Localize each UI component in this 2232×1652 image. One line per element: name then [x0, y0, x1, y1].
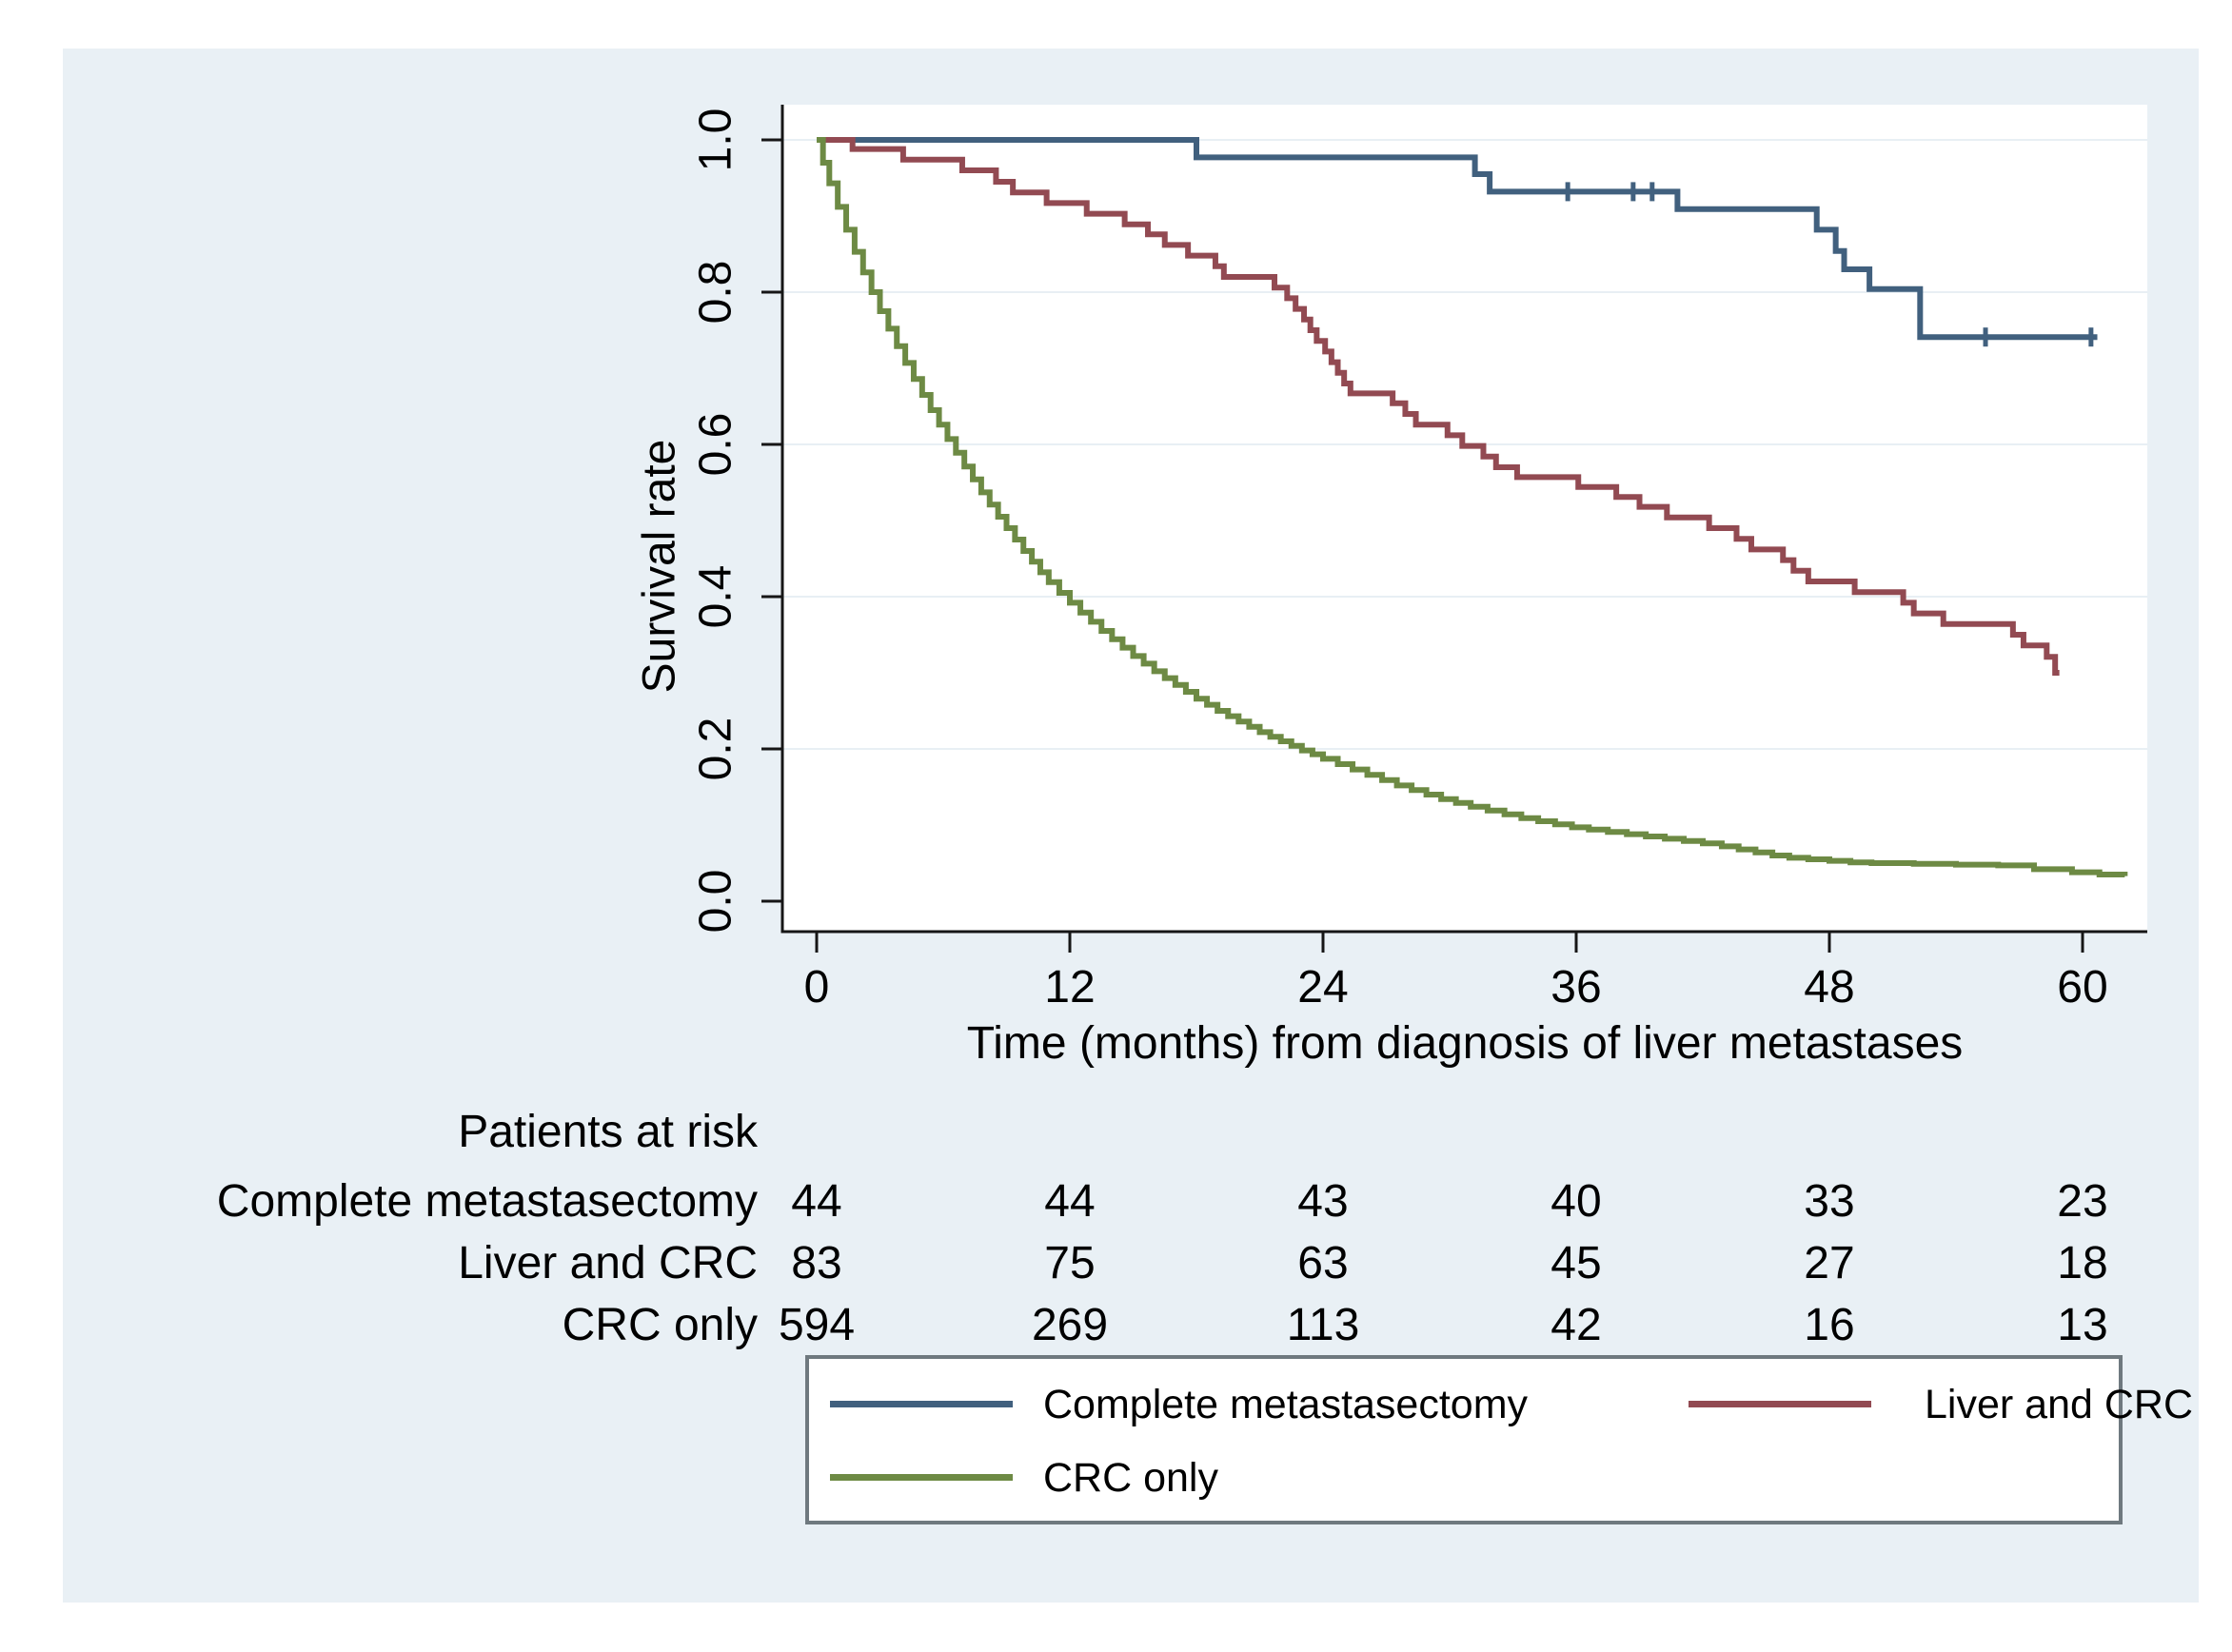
risk-count-row1-t36: 45: [1551, 1238, 1602, 1288]
risk-count-row1-t24: 63: [1297, 1238, 1349, 1288]
risk-table-header: Patients at risk: [458, 1107, 758, 1157]
y-tick-label-0.8: 0.8: [691, 261, 741, 324]
y-tick-label-0.0: 0.0: [691, 870, 741, 934]
x-tick-label-24: 24: [1297, 962, 1348, 1013]
risk-count-row1-t0: 83: [791, 1238, 842, 1288]
plot-area: [782, 105, 2147, 932]
x-tick-label-0: 0: [804, 962, 830, 1013]
risk-row-label-crc-only: CRC only: [562, 1300, 758, 1350]
legend-swatch-liver-and-crc: [1689, 1401, 1871, 1407]
risk-count-row0-t48: 33: [1804, 1176, 1855, 1227]
risk-count-row2-t48: 16: [1804, 1300, 1855, 1350]
legend: Complete metastasectomy Liver and CRC CR…: [805, 1355, 2193, 1524]
km-curve-complete-metastasectomy: [817, 137, 2098, 341]
y-axis-title: Survival rate: [635, 440, 685, 694]
risk-count-row1-t12: 75: [1044, 1238, 1096, 1288]
risk-count-row2-t12: 269: [1031, 1300, 1109, 1350]
risk-row-label-liver-and-crc: Liver and CRC: [458, 1238, 758, 1288]
legend-swatch-crc-only: [830, 1474, 1013, 1481]
legend-swatch-complete-metastasectomy: [830, 1401, 1013, 1407]
risk-count-row1-t60: 18: [2057, 1238, 2108, 1288]
x-tick-label-36: 36: [1551, 962, 1601, 1013]
risk-count-row2-t36: 42: [1551, 1300, 1602, 1350]
km-curve-crc-only: [817, 137, 2128, 877]
x-tick-label-60: 60: [2057, 962, 2107, 1013]
risk-row-label-complete-metastasectomy: Complete metastasectomy: [216, 1176, 758, 1227]
risk-count-row0-t12: 44: [1044, 1176, 1096, 1227]
y-tick-label-0.4: 0.4: [691, 565, 741, 629]
x-axis-title: Time (months) from diagnosis of liver me…: [967, 1018, 1964, 1069]
risk-count-row2-t24: 113: [1286, 1300, 1360, 1350]
risk-count-row0-t0: 44: [791, 1176, 842, 1227]
risk-count-row2-t60: 13: [2057, 1300, 2108, 1350]
risk-count-row1-t48: 27: [1804, 1238, 1855, 1288]
plot-dynamic-layer: 0.0 0.2 0.4 0.6 0.8 1.0 0 12 24 36 48 60: [691, 105, 2147, 1013]
risk-count-row2-t0: 594: [778, 1300, 856, 1350]
risk-count-row0-t60: 23: [2057, 1176, 2108, 1227]
legend-label-complete-metastasectomy: Complete metastasectomy: [1043, 1382, 1529, 1427]
x-tick-label-12: 12: [1044, 962, 1095, 1013]
y-tick-label-0.6: 0.6: [691, 413, 741, 477]
legend-label-liver-and-crc: Liver and CRC: [1925, 1382, 2193, 1427]
km-curve-liver-and-crc: [817, 137, 2060, 676]
x-tick-label-48: 48: [1804, 962, 1854, 1013]
y-tick-label-0.2: 0.2: [691, 718, 741, 781]
y-tick-label-1.0: 1.0: [691, 108, 741, 172]
risk-count-row0-t36: 40: [1551, 1176, 1602, 1227]
legend-label-crc-only: CRC only: [1043, 1455, 1218, 1501]
risk-count-row0-t24: 43: [1297, 1176, 1349, 1227]
